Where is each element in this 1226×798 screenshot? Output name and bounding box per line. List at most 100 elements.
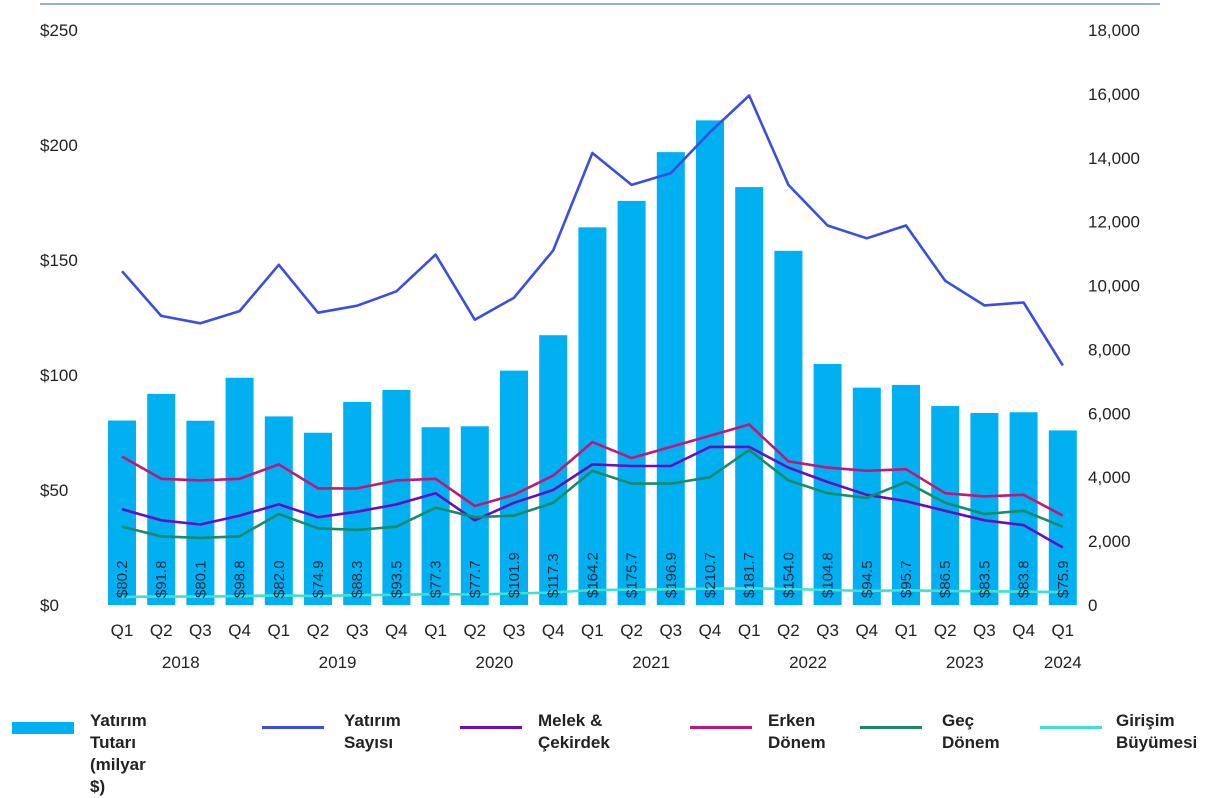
- quarter-label: Q2: [150, 621, 173, 640]
- left-tick-label: $100: [40, 366, 78, 385]
- bar-value-label: $175.7: [624, 552, 641, 598]
- quarter-label: Q4: [1012, 621, 1035, 640]
- bar-value-label: $93.5: [388, 560, 405, 598]
- legend-swatch: [460, 726, 522, 729]
- quarter-label: Q3: [973, 621, 996, 640]
- bar: [343, 401, 372, 605]
- bar-value-label: $94.5: [859, 560, 876, 598]
- series-line: [121, 94, 1064, 367]
- quarter-label: Q3: [659, 621, 682, 640]
- right-tick-label: 14,000: [1088, 149, 1140, 168]
- bar-value-label: $196.9: [663, 552, 680, 598]
- bar-value-label: $181.7: [741, 552, 758, 598]
- legend-label: Yatırım Tutarı (milyar $): [90, 711, 147, 796]
- bar-value-label: $88.3: [349, 560, 366, 598]
- legend-label: Yatırım Sayısı: [344, 711, 401, 752]
- bar-value-label: $98.8: [232, 560, 249, 598]
- bar: [578, 227, 607, 605]
- bar-value-label: $82.0: [271, 560, 288, 598]
- right-tick-label: 10,000: [1088, 277, 1140, 296]
- bar-value-label: $80.2: [114, 560, 131, 598]
- quarter-label: Q1: [738, 621, 761, 640]
- quarter-label: Q2: [307, 621, 330, 640]
- right-tick-label: 18,000: [1088, 21, 1140, 40]
- bar: [304, 432, 332, 605]
- quarter-label: Q1: [267, 621, 290, 640]
- legend-swatch: [12, 722, 74, 734]
- right-tick-label: 6,000: [1088, 404, 1131, 423]
- bar-value-label: $83.5: [976, 560, 993, 598]
- line-series: [121, 94, 1064, 599]
- quarter-label: Q4: [542, 621, 565, 640]
- legend-swatch: [262, 726, 324, 729]
- left-tick-label: $250: [40, 21, 78, 40]
- quarter-label: Q1: [111, 621, 134, 640]
- bar: [186, 420, 215, 605]
- legend-swatch: [1040, 726, 1102, 729]
- year-label: 2021: [632, 653, 670, 672]
- legend-label: Erken Dönem: [768, 711, 826, 752]
- chart-svg: $0 $50 $100 $150 $200 $250 0 2,000 4,000 6,000 8,…: [40, 3, 1160, 672]
- bar: [617, 200, 646, 605]
- bar-value-label: $104.8: [820, 552, 837, 598]
- bar: [382, 389, 411, 605]
- legend-label: Girişim Büyümesi: [1116, 711, 1198, 752]
- bar: [421, 427, 450, 605]
- bar: [500, 370, 528, 605]
- series-line: [121, 448, 1064, 540]
- right-tick-label: 12,000: [1088, 213, 1140, 232]
- bar: [970, 412, 999, 605]
- bar: [147, 393, 176, 605]
- quarter-label: Q4: [699, 621, 722, 640]
- legend-swatch: [860, 726, 922, 729]
- left-tick-label: $0: [40, 596, 59, 615]
- year-label: 2020: [475, 653, 513, 672]
- bar: [735, 187, 764, 605]
- right-tick-label: 4,000: [1088, 468, 1131, 487]
- legend: Yatırım Tutarı (milyar $) Yatırım Sayısı…: [0, 708, 1226, 796]
- legend-label: Geç Dönem: [942, 711, 1000, 752]
- bar-value-label: $74.9: [310, 560, 327, 598]
- bar-value-label: $154.0: [780, 552, 797, 598]
- quarter-label: Q2: [934, 621, 957, 640]
- quarter-label: Q3: [503, 621, 526, 640]
- bar: [1048, 430, 1077, 605]
- legend-swatch: [690, 726, 752, 729]
- right-tick-label: 16,000: [1088, 85, 1140, 104]
- quarter-label: Q1: [1051, 621, 1074, 640]
- bar-value-label: $117.3: [545, 553, 562, 598]
- bar-value-label: $101.9: [506, 552, 523, 598]
- quarter-label: Q4: [855, 621, 878, 640]
- left-tick-label: $50: [40, 481, 68, 500]
- quarter-label: Q2: [463, 621, 486, 640]
- x-axis: Q1 Q2 Q3 Q4 Q1 Q2 Q3 Q4 Q1 Q2 Q3 Q4 Q1 Q2 Q3 Q4 Q1 Q2 Q3 Q4…: [111, 621, 1082, 672]
- series-line: [121, 587, 1063, 599]
- quarter-label: Q3: [346, 621, 369, 640]
- bar: [656, 152, 685, 605]
- quarter-label: Q4: [228, 621, 251, 640]
- series-line: [121, 423, 1064, 517]
- quarter-label: Q1: [581, 621, 604, 640]
- bar-series: [108, 120, 1077, 606]
- quarter-label: Q2: [777, 621, 800, 640]
- quarter-label: Q4: [385, 621, 408, 640]
- legend-label: Melek & Çekirdek: [538, 711, 610, 752]
- left-tick-label: $200: [40, 136, 78, 155]
- year-label: 2023: [946, 653, 984, 672]
- left-tick-label: $150: [40, 251, 78, 270]
- right-tick-label: 8,000: [1088, 340, 1131, 359]
- quarter-label: Q1: [424, 621, 447, 640]
- year-label: 2022: [789, 653, 827, 672]
- quarter-label: Q1: [895, 621, 918, 640]
- bar-value-label: $77.7: [467, 560, 484, 598]
- bar-value-label: $95.7: [898, 560, 915, 598]
- quarter-label: Q3: [189, 621, 212, 640]
- bar: [264, 416, 293, 605]
- left-axis: $0 $50 $100 $150 $200 $250: [40, 21, 78, 615]
- bar-value-label: $75.9: [1055, 560, 1072, 598]
- bar: [1009, 412, 1038, 605]
- bar: [774, 250, 803, 606]
- series-line: [121, 445, 1064, 549]
- right-axis: 0 2,000 4,000 6,000 8,000 10,000 12,000 14,000 1…: [1088, 21, 1140, 615]
- right-tick-label: 2,000: [1088, 532, 1131, 551]
